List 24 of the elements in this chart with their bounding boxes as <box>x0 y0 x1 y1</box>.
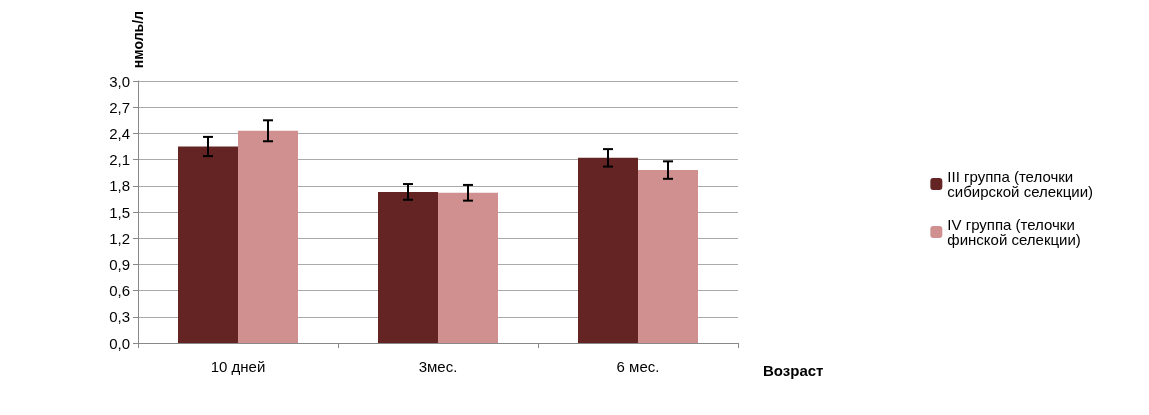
x-tick-label: 10 дней <box>210 358 266 375</box>
y-axis-title: нмоль/л <box>130 11 146 69</box>
bar <box>238 130 298 343</box>
bar <box>578 157 638 343</box>
y-tick-label: 0,6 <box>109 282 130 300</box>
bar <box>378 191 438 343</box>
y-tick-label: 0,0 <box>109 334 130 352</box>
bar <box>638 170 698 343</box>
y-tick-label: 1,8 <box>109 177 130 195</box>
y-tick-label: 0,3 <box>109 308 130 326</box>
y-tick-label: 2,1 <box>109 151 130 169</box>
bar <box>438 192 498 343</box>
y-tick-label: 0,9 <box>109 255 130 273</box>
y-tick-label: 1,5 <box>109 203 130 221</box>
y-tick-label: 1,2 <box>109 229 130 247</box>
legend-label: III группа (телочки сибирской селекции) <box>947 168 1094 200</box>
legend-label: IV группа (телочки финской селекции) <box>947 216 1081 248</box>
y-tick-label: 2,7 <box>109 98 130 116</box>
y-tick-label: 3,0 <box>109 72 130 90</box>
x-axis-title: Возраст <box>763 362 824 379</box>
y-tick-label: 2,4 <box>109 124 130 142</box>
x-tick-label: 3мес. <box>418 358 458 375</box>
bar <box>178 146 238 343</box>
x-tick-label: 6 мес. <box>616 358 660 375</box>
